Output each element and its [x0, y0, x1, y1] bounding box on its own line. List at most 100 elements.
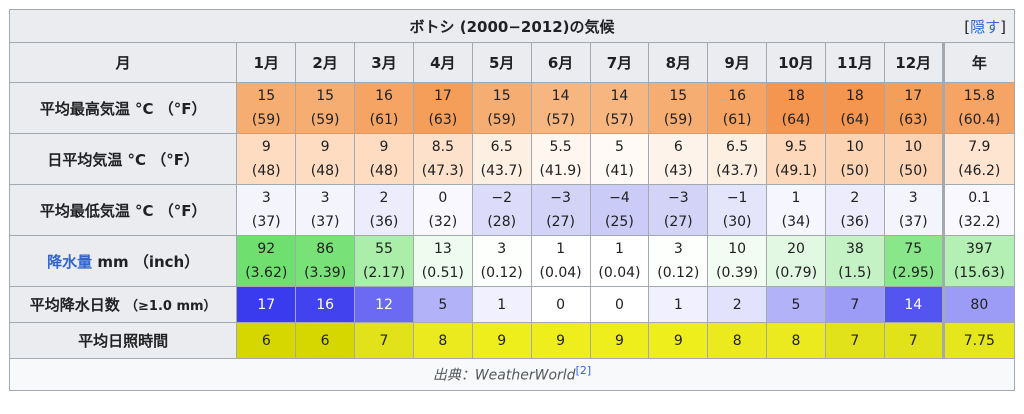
cell-value: 8	[791, 332, 801, 349]
table-cell: 14 (57)	[530, 82, 591, 134]
cell-secondary-value: (3.62)	[245, 265, 288, 281]
cell-value: −3	[550, 190, 571, 206]
cell-secondary-value: (32.2)	[958, 214, 1001, 230]
cell-value: 17	[433, 88, 452, 104]
cell-secondary-value: (30)	[722, 214, 752, 230]
cell-value: 7	[379, 332, 389, 349]
table-cell: −2 (28)	[471, 184, 532, 236]
cell-secondary-value: (36)	[369, 214, 399, 230]
table-cell: 5 (41)	[589, 133, 650, 185]
cell-secondary-value: (64)	[781, 112, 811, 128]
precip-days-row-label: 平均降水日数 （≥1.0 mm）	[8, 286, 238, 323]
table-cell: 16 (61)	[707, 82, 768, 134]
cell-value: 7.9	[968, 139, 991, 155]
cell-secondary-value: (50)	[898, 163, 928, 179]
cell-value: 5	[791, 296, 801, 313]
table-title: ボトシ (2000−2012)の気候	[409, 17, 615, 36]
cell-value: 18	[787, 88, 805, 104]
table-cell: 15 (59)	[295, 82, 356, 134]
month-header-12: 12月	[883, 42, 944, 83]
row-label-text: 日平均気温 °C （°F）	[47, 150, 200, 169]
cell-secondary-value: (57)	[546, 112, 575, 128]
table-cell: 6 (43)	[648, 133, 709, 185]
cell-value: 8	[732, 332, 742, 349]
table-cell: 14 (57)	[589, 82, 650, 134]
cell-value: 6	[261, 332, 271, 349]
precipitation-unit: mm （inch）	[92, 252, 200, 271]
cell-value: 15	[669, 88, 688, 104]
table-cell: 1 (0.04)	[530, 235, 591, 287]
table-cell: −1 (30)	[707, 184, 768, 236]
table-cell: 8	[766, 322, 826, 359]
cell-secondary-value: (59)	[663, 112, 693, 128]
avg-low-row: 平均最低気温 °C （°F） 3 (37) 3 (37) 2 (36) 0 (32) −2 (28)…	[8, 184, 1016, 236]
cell-secondary-value: (61)	[369, 112, 399, 128]
table-cell: 6.5 (43.7)	[707, 133, 768, 185]
table-cell: 7	[883, 322, 944, 359]
month-header-11: 11月	[824, 42, 885, 83]
table-cell: 3 (0.12)	[471, 235, 532, 287]
cell-value: 1	[673, 296, 683, 313]
daily-mean-row: 日平均気温 °C （°F） 9 (48) 9 (48) 9 (48) 8.5 (47.3) 6.5…	[8, 133, 1016, 185]
precipitation-row: 降水量 mm （inch） 92 (3.62) 86 (3.39) 55 (2.17) 13(…	[8, 235, 1016, 287]
cell-secondary-value: (63)	[428, 112, 458, 128]
month-header-1: 1月	[236, 42, 297, 83]
cell-value: 7	[850, 296, 860, 313]
cell-value: 12	[375, 296, 393, 313]
cell-secondary-value: (64)	[840, 112, 870, 128]
cell-value: 55	[375, 241, 393, 257]
cell-secondary-value: (50)	[840, 163, 870, 179]
table-cell: 1 (0.04)	[589, 235, 650, 287]
cell-value: 2	[379, 190, 389, 206]
avg-high-row: 平均最高気温 °C （°F） 15 (59) 15 (59) 16 (61) 17 (63) 15…	[8, 82, 1016, 134]
table-cell: 9 (48)	[295, 133, 356, 185]
hide-link[interactable]: 隠す	[970, 18, 1001, 36]
climate-table-container: ボトシ (2000−2012)の気候 [隠す] 月 1月 2月 3月 4月 5月 6月 7月…	[8, 9, 1016, 391]
cell-secondary-value: (0.51)	[421, 265, 464, 281]
month-header-5: 5月	[471, 42, 532, 83]
table-cell: 6.5 (43.7)	[471, 133, 532, 185]
source-ref-link[interactable]: [2]	[575, 364, 592, 378]
cell-secondary-value: (48)	[251, 163, 281, 179]
year-cell: 7.9 (46.2)	[941, 133, 1016, 185]
cell-value: 5	[438, 296, 448, 313]
table-cell: 1	[648, 286, 709, 323]
table-cell: 9 (48)	[354, 133, 414, 185]
row-label-text: 平均降水日数	[29, 296, 120, 314]
table-cell: 8	[412, 322, 473, 359]
month-header-9: 9月	[707, 42, 768, 83]
cell-value: 9	[320, 139, 330, 155]
cell-value: 16	[728, 88, 747, 104]
cell-secondary-value: (48)	[369, 163, 399, 179]
year-header: 年	[941, 42, 1016, 83]
precipitation-link[interactable]: 降水量	[47, 252, 93, 271]
table-cell: 17 (63)	[412, 82, 473, 134]
table-cell: 1 (34)	[766, 184, 826, 236]
sunshine-row: 平均日照時間 6 6 7 8 9 9 9 9 8 8 7 7 7.75	[8, 322, 1016, 359]
table-cell: 17 (63)	[883, 82, 944, 134]
table-cell: 8.5 (47.3)	[412, 133, 473, 185]
cell-secondary-value: (48)	[310, 163, 340, 179]
table-cell: 9	[648, 322, 709, 359]
source-citation: 出典：WeatherWorld[2]	[9, 358, 1015, 391]
table-cell: 8	[707, 322, 768, 359]
cell-secondary-value: (43)	[663, 163, 693, 179]
cell-value: 15	[257, 88, 276, 104]
cell-value: 9	[614, 332, 624, 349]
cell-value: 10	[904, 139, 923, 155]
cell-secondary-value: (61)	[722, 112, 752, 128]
month-header-6: 6月	[530, 42, 591, 83]
cell-secondary-value: (0.79)	[774, 265, 818, 281]
table-cell: 12	[354, 286, 414, 323]
cell-value: 1	[791, 190, 801, 206]
table-cell: 3 (37)	[295, 184, 356, 236]
cell-secondary-value: (25)	[605, 214, 634, 230]
cell-value: 16	[316, 296, 335, 313]
year-cell: 7.75	[941, 322, 1016, 359]
month-header-4: 4月	[412, 42, 473, 83]
cell-value: −1	[726, 190, 748, 206]
table-cell: 75 (2.95)	[883, 235, 944, 287]
table-cell: 10 (0.39)	[707, 235, 768, 287]
cell-value: 13	[433, 241, 452, 257]
source-prefix: 出典：	[432, 367, 475, 384]
